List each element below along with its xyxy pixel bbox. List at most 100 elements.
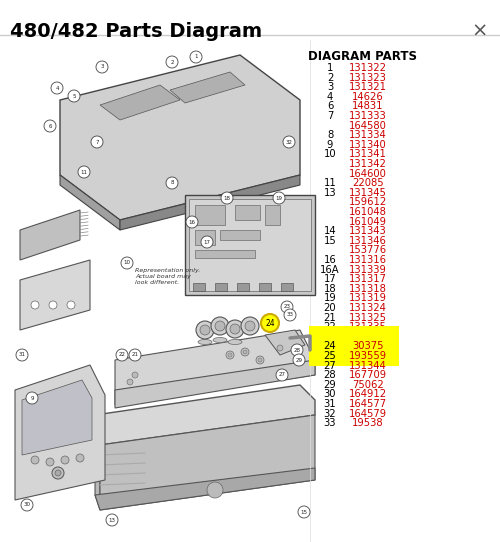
Text: 19538: 19538 <box>352 418 384 428</box>
Circle shape <box>241 348 249 356</box>
Text: 28: 28 <box>294 347 300 352</box>
Text: 2: 2 <box>170 60 174 64</box>
Polygon shape <box>95 430 100 510</box>
Text: 9: 9 <box>30 396 34 401</box>
Text: 22: 22 <box>118 352 126 358</box>
Text: 17: 17 <box>204 240 210 244</box>
Circle shape <box>211 317 229 335</box>
Text: 31: 31 <box>324 399 336 409</box>
Circle shape <box>67 301 75 309</box>
Circle shape <box>245 321 255 331</box>
Text: 2: 2 <box>327 73 333 82</box>
Ellipse shape <box>228 339 242 345</box>
Text: 14831: 14831 <box>352 101 384 112</box>
Bar <box>195 205 225 225</box>
Text: 30: 30 <box>324 389 336 399</box>
Text: 16: 16 <box>188 220 196 224</box>
Text: 161049: 161049 <box>349 217 387 227</box>
Text: 18: 18 <box>324 284 336 294</box>
Circle shape <box>127 379 133 385</box>
Polygon shape <box>265 330 305 355</box>
Circle shape <box>166 177 178 189</box>
Text: 131340: 131340 <box>349 140 387 150</box>
Circle shape <box>291 344 303 356</box>
Circle shape <box>273 192 285 204</box>
Bar <box>220 230 260 240</box>
Text: 153776: 153776 <box>349 246 387 255</box>
Text: 131325: 131325 <box>349 313 387 322</box>
Text: 24: 24 <box>324 341 336 351</box>
Text: 29: 29 <box>324 380 336 390</box>
Circle shape <box>228 353 232 357</box>
Circle shape <box>31 456 39 464</box>
Text: 8: 8 <box>327 130 333 140</box>
Polygon shape <box>120 175 300 230</box>
Circle shape <box>78 166 90 178</box>
Bar <box>195 230 215 245</box>
Circle shape <box>121 257 133 269</box>
Polygon shape <box>20 210 80 260</box>
Text: 33: 33 <box>324 418 336 428</box>
Text: 13: 13 <box>108 518 116 522</box>
Circle shape <box>215 321 225 331</box>
Text: 32: 32 <box>324 409 336 418</box>
Text: 29: 29 <box>296 358 302 363</box>
Circle shape <box>256 356 264 364</box>
Text: 164577: 164577 <box>349 399 387 409</box>
Polygon shape <box>115 360 315 408</box>
Circle shape <box>61 456 69 464</box>
Text: 7: 7 <box>327 111 333 121</box>
Text: 4: 4 <box>327 92 333 102</box>
Polygon shape <box>60 55 300 220</box>
FancyBboxPatch shape <box>189 199 311 291</box>
Circle shape <box>207 482 223 498</box>
Circle shape <box>230 324 240 334</box>
Text: 10: 10 <box>124 261 130 266</box>
Text: 131318: 131318 <box>349 284 387 294</box>
Text: 1: 1 <box>327 63 333 73</box>
Bar <box>281 283 293 291</box>
Circle shape <box>26 392 38 404</box>
Circle shape <box>226 320 244 338</box>
Polygon shape <box>60 175 120 230</box>
Circle shape <box>21 499 33 511</box>
Text: 131319: 131319 <box>349 293 387 304</box>
Polygon shape <box>15 365 105 500</box>
Polygon shape <box>95 385 315 445</box>
Circle shape <box>166 56 178 68</box>
Text: 30: 30 <box>24 502 30 507</box>
Circle shape <box>186 216 198 228</box>
Polygon shape <box>95 468 315 510</box>
Text: 131317: 131317 <box>349 274 387 284</box>
Text: 21: 21 <box>132 352 138 358</box>
Circle shape <box>96 61 108 73</box>
Text: 15: 15 <box>324 236 336 246</box>
Circle shape <box>281 301 293 313</box>
Circle shape <box>284 309 296 321</box>
Text: 27: 27 <box>278 372 285 377</box>
Circle shape <box>76 454 84 462</box>
Circle shape <box>221 192 233 204</box>
Circle shape <box>200 325 210 335</box>
Text: 131322: 131322 <box>349 63 387 73</box>
Circle shape <box>49 301 57 309</box>
Text: 16A: 16A <box>320 264 340 275</box>
Text: 6: 6 <box>327 101 333 112</box>
Circle shape <box>276 369 288 381</box>
Text: 164579: 164579 <box>349 409 387 418</box>
Text: 13: 13 <box>324 188 336 198</box>
Text: 15: 15 <box>300 509 308 514</box>
Circle shape <box>44 120 56 132</box>
Text: 14: 14 <box>324 226 336 236</box>
Text: 8: 8 <box>170 180 174 185</box>
Text: 480/482 Parts Diagram: 480/482 Parts Diagram <box>10 22 262 41</box>
Text: 21: 21 <box>324 313 336 322</box>
Text: 131344: 131344 <box>349 360 387 371</box>
Circle shape <box>241 317 259 335</box>
Text: 131345: 131345 <box>349 188 387 198</box>
Text: 31: 31 <box>18 352 26 358</box>
Circle shape <box>68 90 80 102</box>
Polygon shape <box>170 72 245 103</box>
Text: 6: 6 <box>48 124 52 128</box>
Text: 164580: 164580 <box>349 121 387 131</box>
